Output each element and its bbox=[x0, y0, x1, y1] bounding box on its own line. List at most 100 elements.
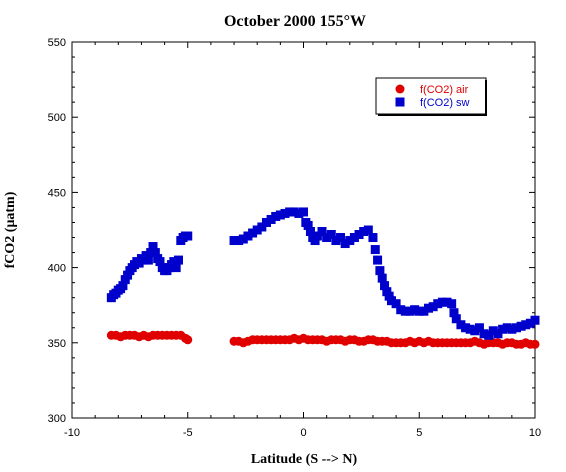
sw-point bbox=[238, 234, 248, 244]
sw-point bbox=[289, 207, 299, 217]
air-point bbox=[530, 339, 540, 349]
sw-point bbox=[363, 225, 373, 235]
sw-point bbox=[391, 299, 401, 309]
x-axis-label: Latitude (S --> N) bbox=[251, 452, 358, 467]
sw-point bbox=[474, 323, 484, 333]
sw-point bbox=[322, 233, 332, 243]
sw-point bbox=[521, 320, 531, 330]
sw-point bbox=[419, 306, 429, 316]
sw-point bbox=[470, 326, 480, 336]
x-tick-label: 5 bbox=[416, 427, 422, 439]
sw-point bbox=[118, 281, 128, 291]
y-tick-label: 550 bbox=[48, 37, 66, 49]
sw-point bbox=[229, 236, 239, 246]
air-point bbox=[183, 335, 193, 345]
chart-title: October 2000 155°W bbox=[224, 13, 366, 30]
y-tick-label: 450 bbox=[48, 187, 66, 199]
sw-point bbox=[305, 227, 315, 237]
sw-point bbox=[340, 239, 350, 249]
sw-point bbox=[134, 258, 144, 268]
y-tick-label: 400 bbox=[48, 263, 66, 275]
sw-point bbox=[451, 314, 461, 324]
sw-point bbox=[266, 214, 276, 224]
sw-point bbox=[150, 248, 160, 258]
sw-point bbox=[368, 233, 378, 243]
sw-point bbox=[442, 297, 452, 307]
sw-point bbox=[123, 270, 133, 280]
legend-marker-sw bbox=[395, 97, 405, 107]
sw-point bbox=[449, 308, 459, 318]
x-tick-label: -10 bbox=[64, 427, 80, 439]
sw-point bbox=[155, 257, 165, 267]
sw-point bbox=[312, 231, 322, 241]
sw-point bbox=[516, 321, 526, 331]
sw-point bbox=[280, 208, 290, 218]
x-tick-label: 10 bbox=[529, 427, 541, 439]
sw-point bbox=[525, 318, 535, 328]
sw-point bbox=[488, 326, 498, 336]
y-tick-label: 350 bbox=[48, 338, 66, 350]
sw-point bbox=[456, 320, 466, 330]
sw-point bbox=[310, 236, 320, 246]
sw-point bbox=[493, 329, 503, 339]
sw-point bbox=[354, 230, 364, 240]
sw-point bbox=[530, 315, 540, 325]
sw-point bbox=[171, 263, 181, 273]
sw-point bbox=[370, 245, 380, 255]
series-sw bbox=[106, 207, 540, 340]
sw-point bbox=[331, 236, 341, 246]
sw-point bbox=[502, 323, 512, 333]
legend-label: f(CO2) air bbox=[420, 84, 469, 96]
sw-point bbox=[183, 231, 193, 241]
sw-point bbox=[479, 329, 489, 339]
y-axis-label: fCO2 (μatm) bbox=[3, 191, 18, 268]
sw-point bbox=[248, 228, 258, 238]
sw-point bbox=[511, 323, 521, 333]
sw-point bbox=[498, 324, 508, 334]
sw-point bbox=[143, 255, 153, 265]
sw-point bbox=[428, 302, 438, 312]
legend-label: f(CO2) sw bbox=[420, 97, 470, 109]
sw-point bbox=[405, 306, 415, 316]
sw-point bbox=[359, 227, 369, 237]
sw-point bbox=[326, 230, 336, 240]
sw-point bbox=[433, 299, 443, 309]
sw-point bbox=[484, 330, 494, 340]
sw-point bbox=[380, 281, 390, 291]
sw-point bbox=[317, 227, 327, 237]
sw-point bbox=[461, 323, 471, 333]
sw-point bbox=[120, 275, 130, 285]
y-tick-label: 500 bbox=[48, 112, 66, 124]
sw-point bbox=[414, 306, 424, 316]
sw-point bbox=[285, 207, 295, 217]
legend-marker-air bbox=[395, 84, 405, 94]
sw-point bbox=[243, 231, 253, 241]
sw-point bbox=[377, 273, 387, 283]
sw-point bbox=[375, 266, 385, 276]
x-tick-label: -5 bbox=[183, 427, 193, 439]
series-air bbox=[106, 330, 540, 349]
sw-point bbox=[396, 305, 406, 315]
sw-point bbox=[465, 324, 475, 334]
sw-point bbox=[148, 242, 158, 252]
sw-point bbox=[336, 233, 346, 243]
sw-point bbox=[275, 210, 285, 220]
sw-point bbox=[146, 248, 156, 258]
x-tick-label: 0 bbox=[300, 427, 306, 439]
sw-point bbox=[386, 296, 396, 306]
y-tick-label: 300 bbox=[48, 413, 66, 425]
sw-point bbox=[303, 220, 313, 230]
sw-point bbox=[139, 255, 149, 265]
sw-point bbox=[299, 207, 308, 217]
sw-point bbox=[410, 305, 420, 315]
sw-point bbox=[447, 299, 457, 309]
sw-point bbox=[345, 236, 355, 246]
sw-point bbox=[400, 306, 410, 316]
sw-point bbox=[437, 297, 447, 307]
sw-point bbox=[234, 236, 244, 246]
sw-point bbox=[382, 287, 392, 297]
sw-point bbox=[294, 208, 304, 218]
sw-point bbox=[141, 251, 151, 261]
